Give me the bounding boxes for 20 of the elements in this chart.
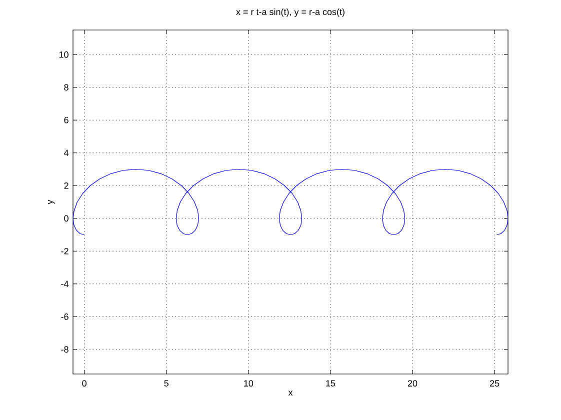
x-tick-label: 20	[408, 380, 418, 387]
y-axis-title: y	[48, 200, 55, 204]
x-tick-label: 5	[164, 380, 168, 386]
y-tick-label: 0	[64, 215, 68, 222]
chart-title: x = r t-a sin(t), y = r-a cos(t)	[236, 8, 344, 17]
y-tick-label: -2	[61, 248, 68, 254]
y-tick-label: 8	[64, 84, 68, 91]
y-tick-label: -6	[61, 313, 68, 320]
x-tick-label: 25	[490, 380, 500, 387]
y-tick-label: 4	[64, 150, 69, 156]
y-tick-label: 2	[64, 182, 68, 189]
y-tick-label: 10	[59, 51, 68, 58]
x-tick-label: 10	[244, 380, 254, 387]
line-series	[73, 168, 508, 236]
x-axis-title: x	[288, 390, 293, 396]
y-tick-label: 6	[64, 116, 68, 124]
y-tick-label: -4	[61, 280, 69, 287]
x-tick-label: 0	[82, 380, 86, 387]
y-tick-label: -8	[61, 346, 68, 353]
x-tick-label: 15	[326, 380, 336, 386]
